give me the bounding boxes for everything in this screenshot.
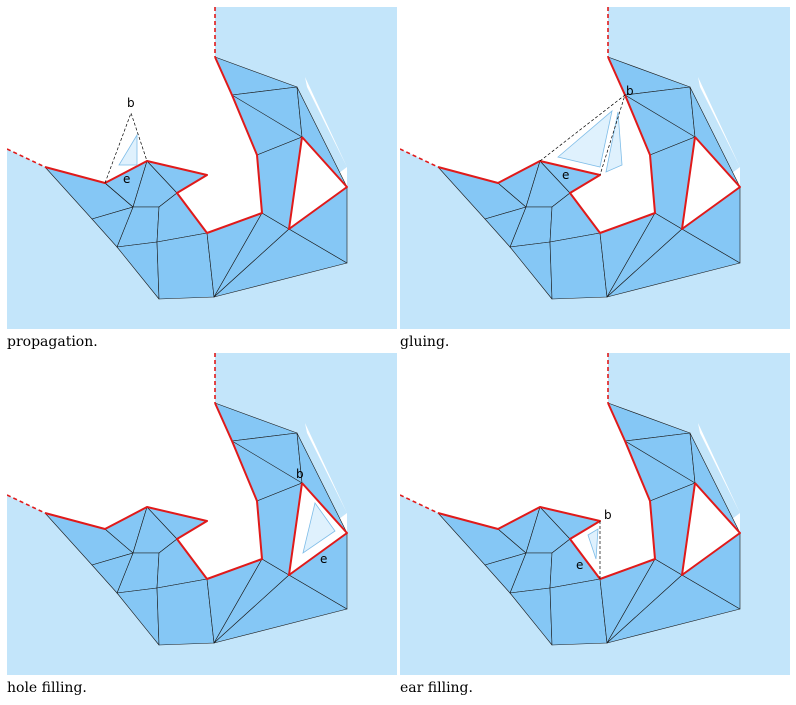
label-b: b	[604, 508, 612, 522]
caption-gluing: gluing.	[400, 334, 450, 350]
front-left-extension	[400, 148, 439, 168]
panel-ear-filling: b e	[400, 353, 790, 675]
gluing-diagram: b e	[400, 7, 790, 329]
hole-front	[288, 136, 348, 230]
panel-propagation: b e	[7, 7, 397, 329]
background-region	[400, 7, 790, 329]
background-region	[7, 353, 397, 675]
candidate-triangle-2	[605, 111, 623, 173]
front-polyline	[44, 56, 263, 234]
label-b: b	[296, 467, 304, 481]
hole-filling-diagram: b e	[7, 353, 397, 675]
triangle-mesh	[437, 402, 741, 646]
front-polyline	[437, 56, 656, 234]
triangle-mesh	[44, 56, 348, 300]
hole-region	[289, 137, 347, 229]
candidate-triangle	[557, 109, 613, 168]
hole-region	[682, 483, 740, 575]
label-e: e	[576, 558, 583, 572]
hole-region	[682, 137, 740, 229]
ear-filling-diagram: b e	[400, 353, 790, 675]
front-polyline	[437, 402, 656, 580]
label-e: e	[562, 168, 569, 182]
candidate-triangle	[118, 133, 138, 166]
panel-gluing: b e	[400, 7, 790, 329]
background-region	[7, 7, 397, 329]
propagation-diagram: b e	[7, 7, 397, 329]
background-region	[400, 353, 790, 675]
label-e: e	[320, 552, 327, 566]
front-left-extension	[400, 494, 439, 514]
hole-front	[681, 482, 741, 576]
front-left-extension	[7, 148, 46, 168]
label-b: b	[127, 96, 135, 110]
triangle-mesh	[437, 56, 741, 300]
caption-propagation: propagation.	[7, 334, 98, 350]
label-b: b	[626, 84, 634, 98]
hole-front	[288, 482, 348, 576]
hole-front	[681, 136, 741, 230]
front-polyline	[44, 402, 263, 580]
caption-hole-filling: hole filling.	[7, 680, 87, 696]
panel-hole-filling: b e	[7, 353, 397, 675]
candidate-edges	[539, 94, 626, 176]
candidate-triangle	[302, 502, 336, 554]
label-e: e	[123, 172, 130, 186]
candidate-triangle	[587, 528, 599, 560]
caption-ear-filling: ear filling.	[400, 680, 473, 696]
front-left-extension	[7, 494, 46, 514]
